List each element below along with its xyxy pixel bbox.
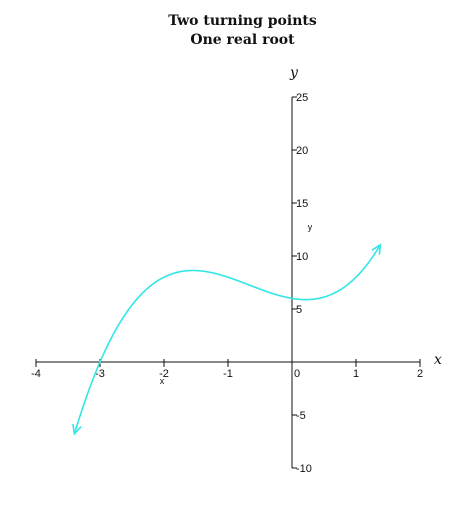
chart-subtitle: One real root — [190, 32, 295, 48]
y-tick-label: -5 — [296, 410, 306, 422]
cubic-curve — [73, 244, 382, 435]
y-axis-name: y — [289, 65, 299, 81]
y-tick-label: -10 — [296, 463, 312, 475]
x-tick-label: 0 — [294, 368, 300, 380]
y-axis-small-label: y — [308, 222, 313, 232]
chart-title: Two turning points — [168, 13, 317, 29]
y-tick-label: 10 — [296, 251, 308, 263]
y-tick-label: 5 — [296, 304, 302, 316]
x-tick-label: 2 — [417, 368, 423, 380]
x-axis-name: x — [434, 352, 442, 368]
chart-title-block: Two turning points One real root — [0, 12, 475, 50]
x-tick-label: -1 — [223, 368, 233, 380]
x-tick-label: -4 — [31, 368, 41, 380]
curve-arrow-right — [371, 243, 382, 255]
curve-layer — [72, 243, 382, 436]
x-tick-label: -3 — [95, 368, 105, 380]
curve-arrow-left — [72, 423, 82, 436]
x-axis-small-label: x — [160, 376, 165, 386]
y-tick-label: 25 — [296, 92, 308, 104]
y-tick-label: 15 — [296, 198, 308, 210]
x-tick-label: 1 — [353, 368, 359, 380]
y-tick-label: 20 — [296, 145, 308, 157]
x-tick-label: -2 — [159, 368, 169, 380]
axes — [36, 97, 420, 468]
